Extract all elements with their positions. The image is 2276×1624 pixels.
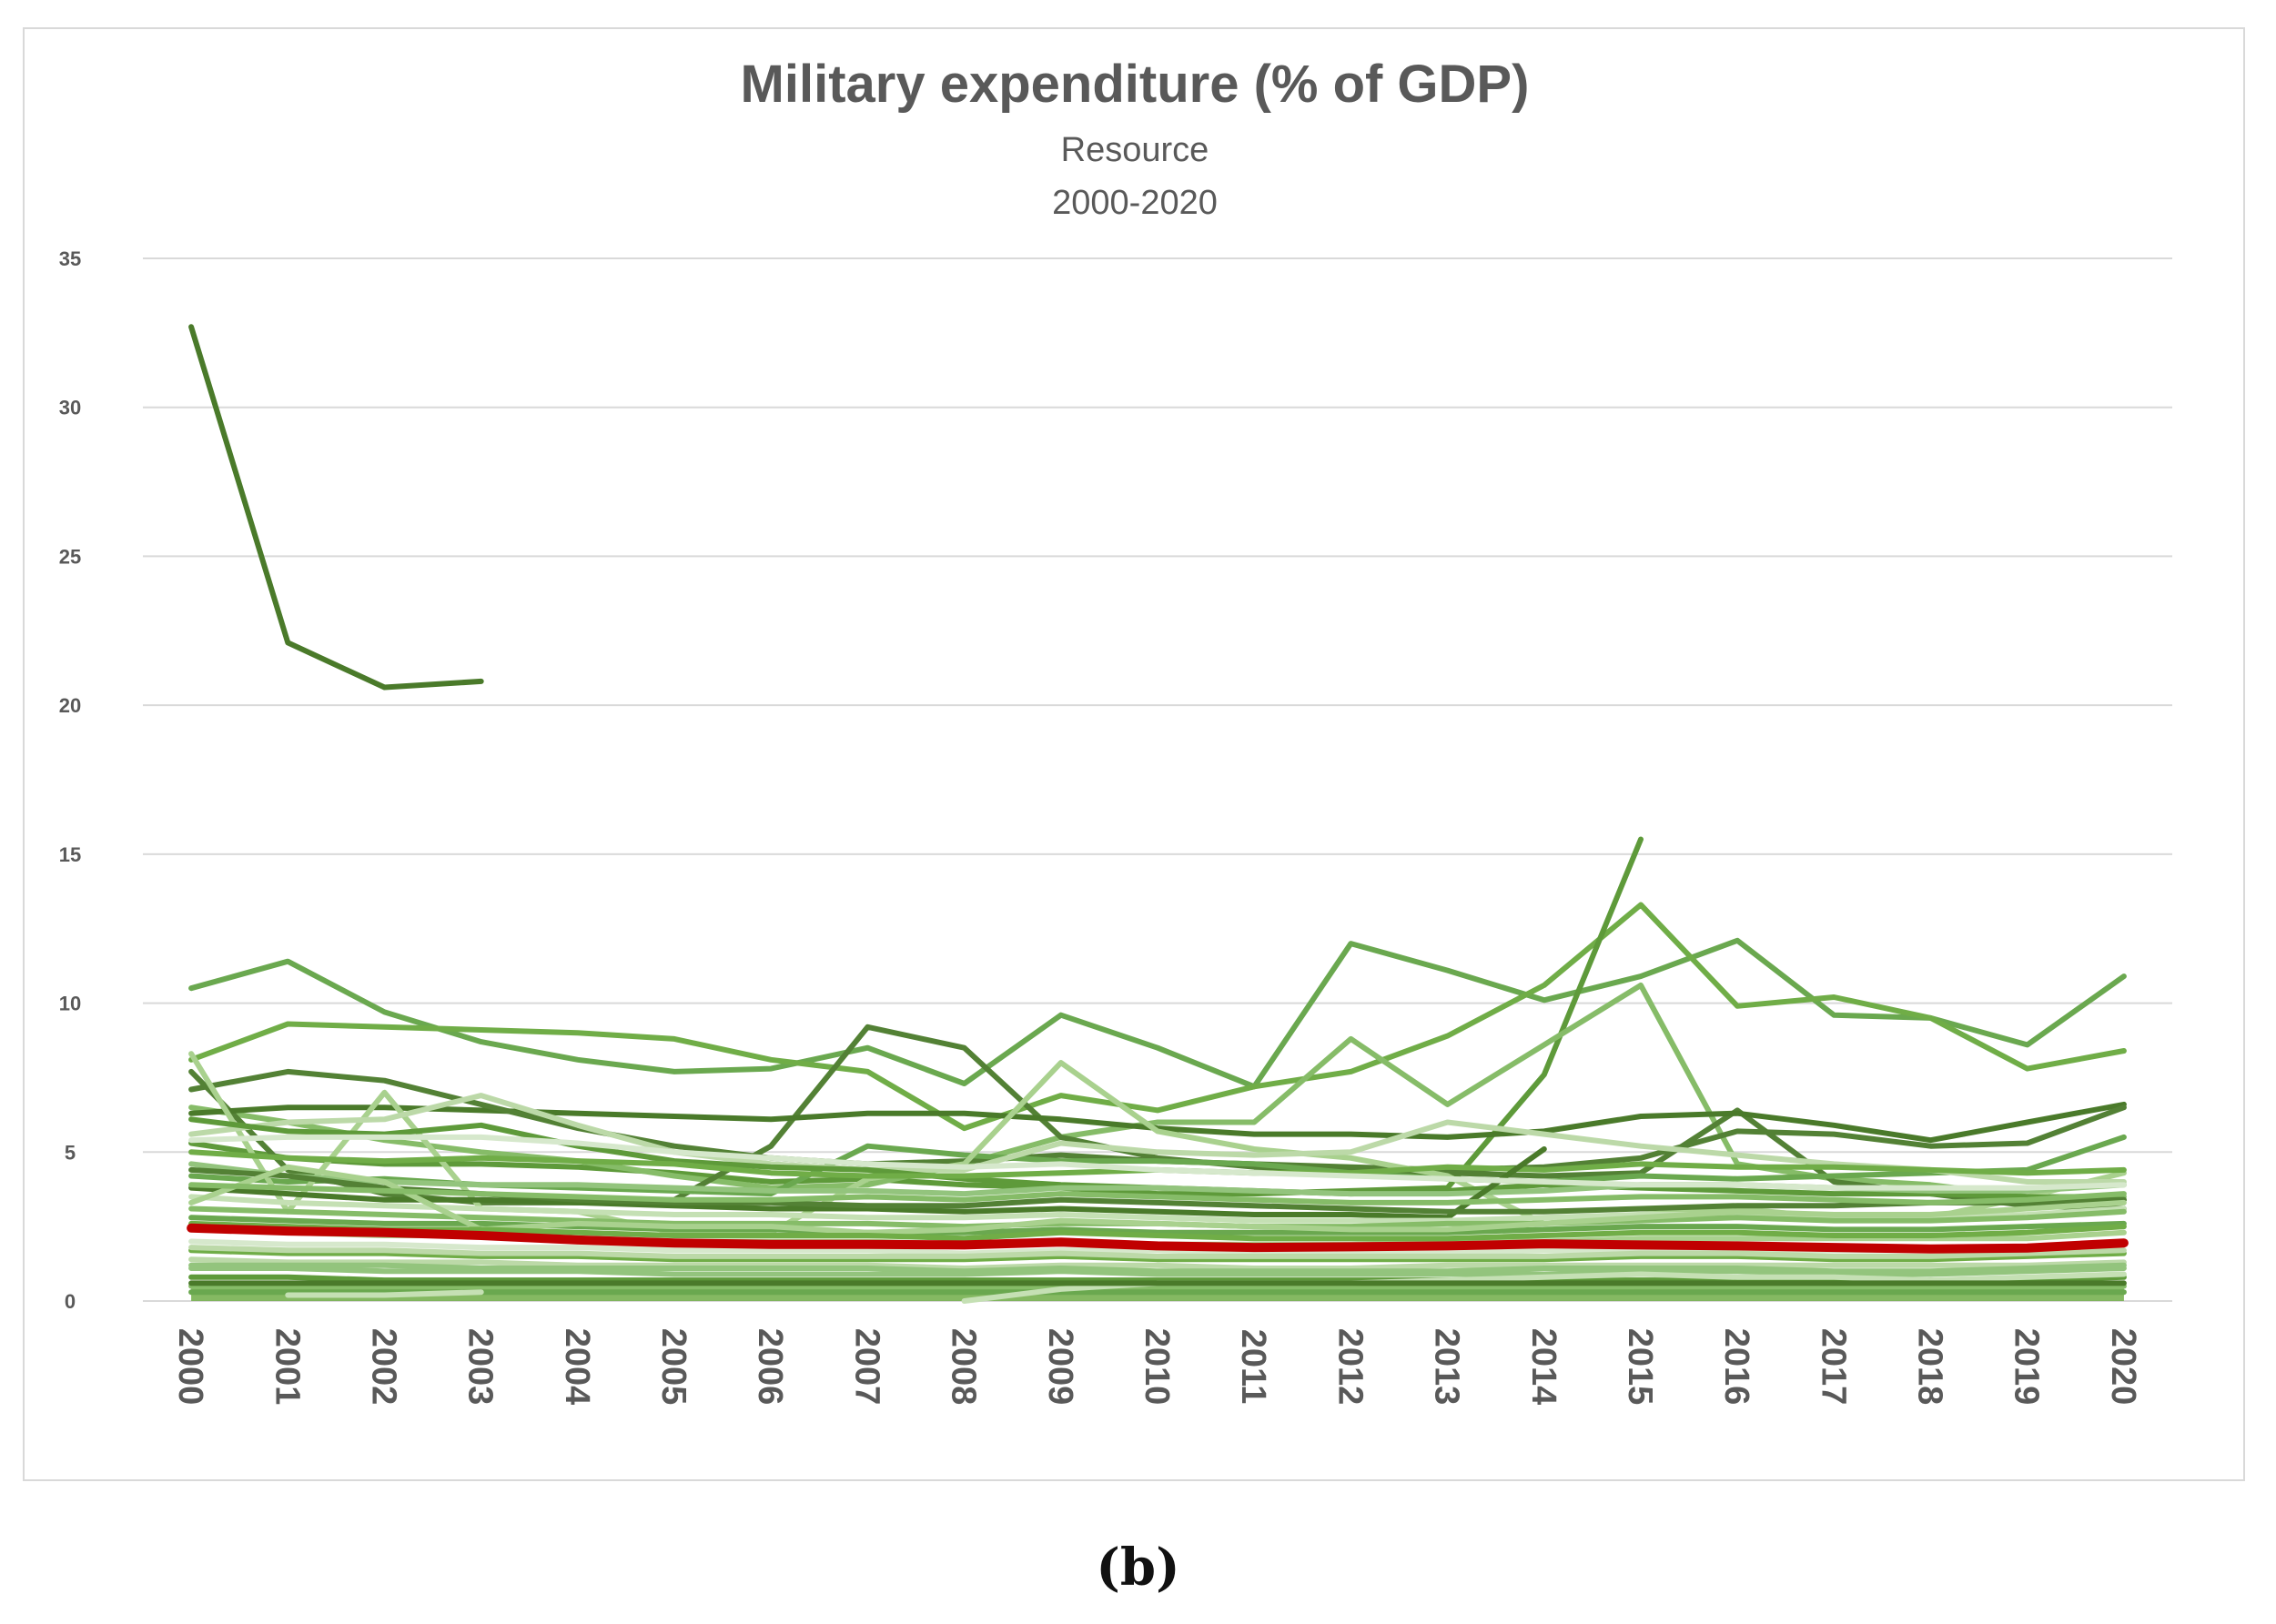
x-tick-label: 2004 <box>558 1328 596 1406</box>
x-tick-label: 2013 <box>1428 1328 1466 1406</box>
series-line-2 <box>188 937 2127 1090</box>
y-axis-ticks: 0 5 10 15 20 25 30 35 <box>59 247 81 1313</box>
series-line-23 <box>188 1266 2127 1277</box>
series-line-5 <box>188 982 2127 1200</box>
series-line-4 <box>188 836 1644 1197</box>
panel-label: (b) <box>1096 1538 1180 1598</box>
y-tick-label: 10 <box>59 993 81 1015</box>
x-tick-label: 2017 <box>1814 1328 1852 1406</box>
series-line-11 <box>188 1093 2127 1185</box>
x-tick-label: 2009 <box>1041 1328 1079 1406</box>
y-tick-label: 25 <box>59 545 81 568</box>
x-tick-label: 2012 <box>1330 1328 1369 1406</box>
series-line-3 <box>188 902 2127 1132</box>
series-line-21 <box>188 1247 2127 1263</box>
y-tick-label: 35 <box>59 247 81 270</box>
chart-title: Military expenditure (% of GDP) <box>741 55 1530 114</box>
highlight-line-resource-average <box>187 1223 2129 1254</box>
y-tick-label: 30 <box>59 397 81 419</box>
series-line-32 <box>188 1262 2127 1275</box>
series-line-6 <box>188 1024 2127 1212</box>
x-tick-label: 2011 <box>1234 1329 1272 1404</box>
x-tick-label: 2007 <box>847 1328 885 1406</box>
series-line-31 <box>188 1245 2127 1259</box>
gridlines <box>143 257 2172 1302</box>
y-tick-label: 0 <box>65 1290 76 1313</box>
x-axis-ticks: 2000 2001 2002 2003 2004 2005 2006 2007 2008 2009… <box>171 1328 2142 1406</box>
x-tick-label: 2003 <box>461 1328 500 1406</box>
series-line-16 <box>188 1194 2127 1224</box>
series-line-25 <box>188 1283 2127 1292</box>
series-lines <box>188 324 2127 1304</box>
x-tick-label: 2020 <box>2104 1328 2142 1406</box>
series-line-29 <box>188 1164 2127 1236</box>
x-tick-label: 2016 <box>1717 1328 1755 1406</box>
x-tick-label: 2018 <box>1911 1328 1949 1406</box>
x-tick-label: 2000 <box>171 1328 209 1406</box>
series-line-22 <box>188 1256 2127 1271</box>
series-line-34 <box>188 1134 2127 1191</box>
x-tick-label: 2001 <box>268 1328 306 1406</box>
y-tick-label: 20 <box>59 694 81 717</box>
x-tick-label: 2015 <box>1621 1328 1659 1406</box>
x-tick-label: 2014 <box>1524 1328 1563 1406</box>
series-line-24 <box>188 1274 2127 1284</box>
y-tick-label: 15 <box>59 843 81 866</box>
series-line-18 <box>188 1215 2127 1236</box>
x-tick-label: 2005 <box>654 1328 693 1406</box>
x-tick-label: 2002 <box>364 1328 402 1406</box>
chart-subtitle-resource: Resource <box>1061 131 1209 169</box>
x-tick-label: 2008 <box>945 1328 983 1406</box>
series-line-1 <box>188 324 484 691</box>
series-line-35 <box>188 1182 2127 1205</box>
chart-svg: Military expenditure (% of GDP) Resource… <box>59 55 2172 1406</box>
x-tick-label: 2019 <box>2008 1328 2046 1406</box>
x-tick-label: 2006 <box>751 1328 789 1406</box>
y-tick-label: 5 <box>65 1141 76 1164</box>
series-line-30 <box>188 1220 2127 1242</box>
chart-subtitle-years: 2000-2020 <box>1052 184 1218 222</box>
chart-frame: Military expenditure (% of GDP) Resource… <box>23 27 2245 1481</box>
highlight-series <box>187 1223 2129 1254</box>
x-tick-label: 2010 <box>1138 1328 1176 1406</box>
